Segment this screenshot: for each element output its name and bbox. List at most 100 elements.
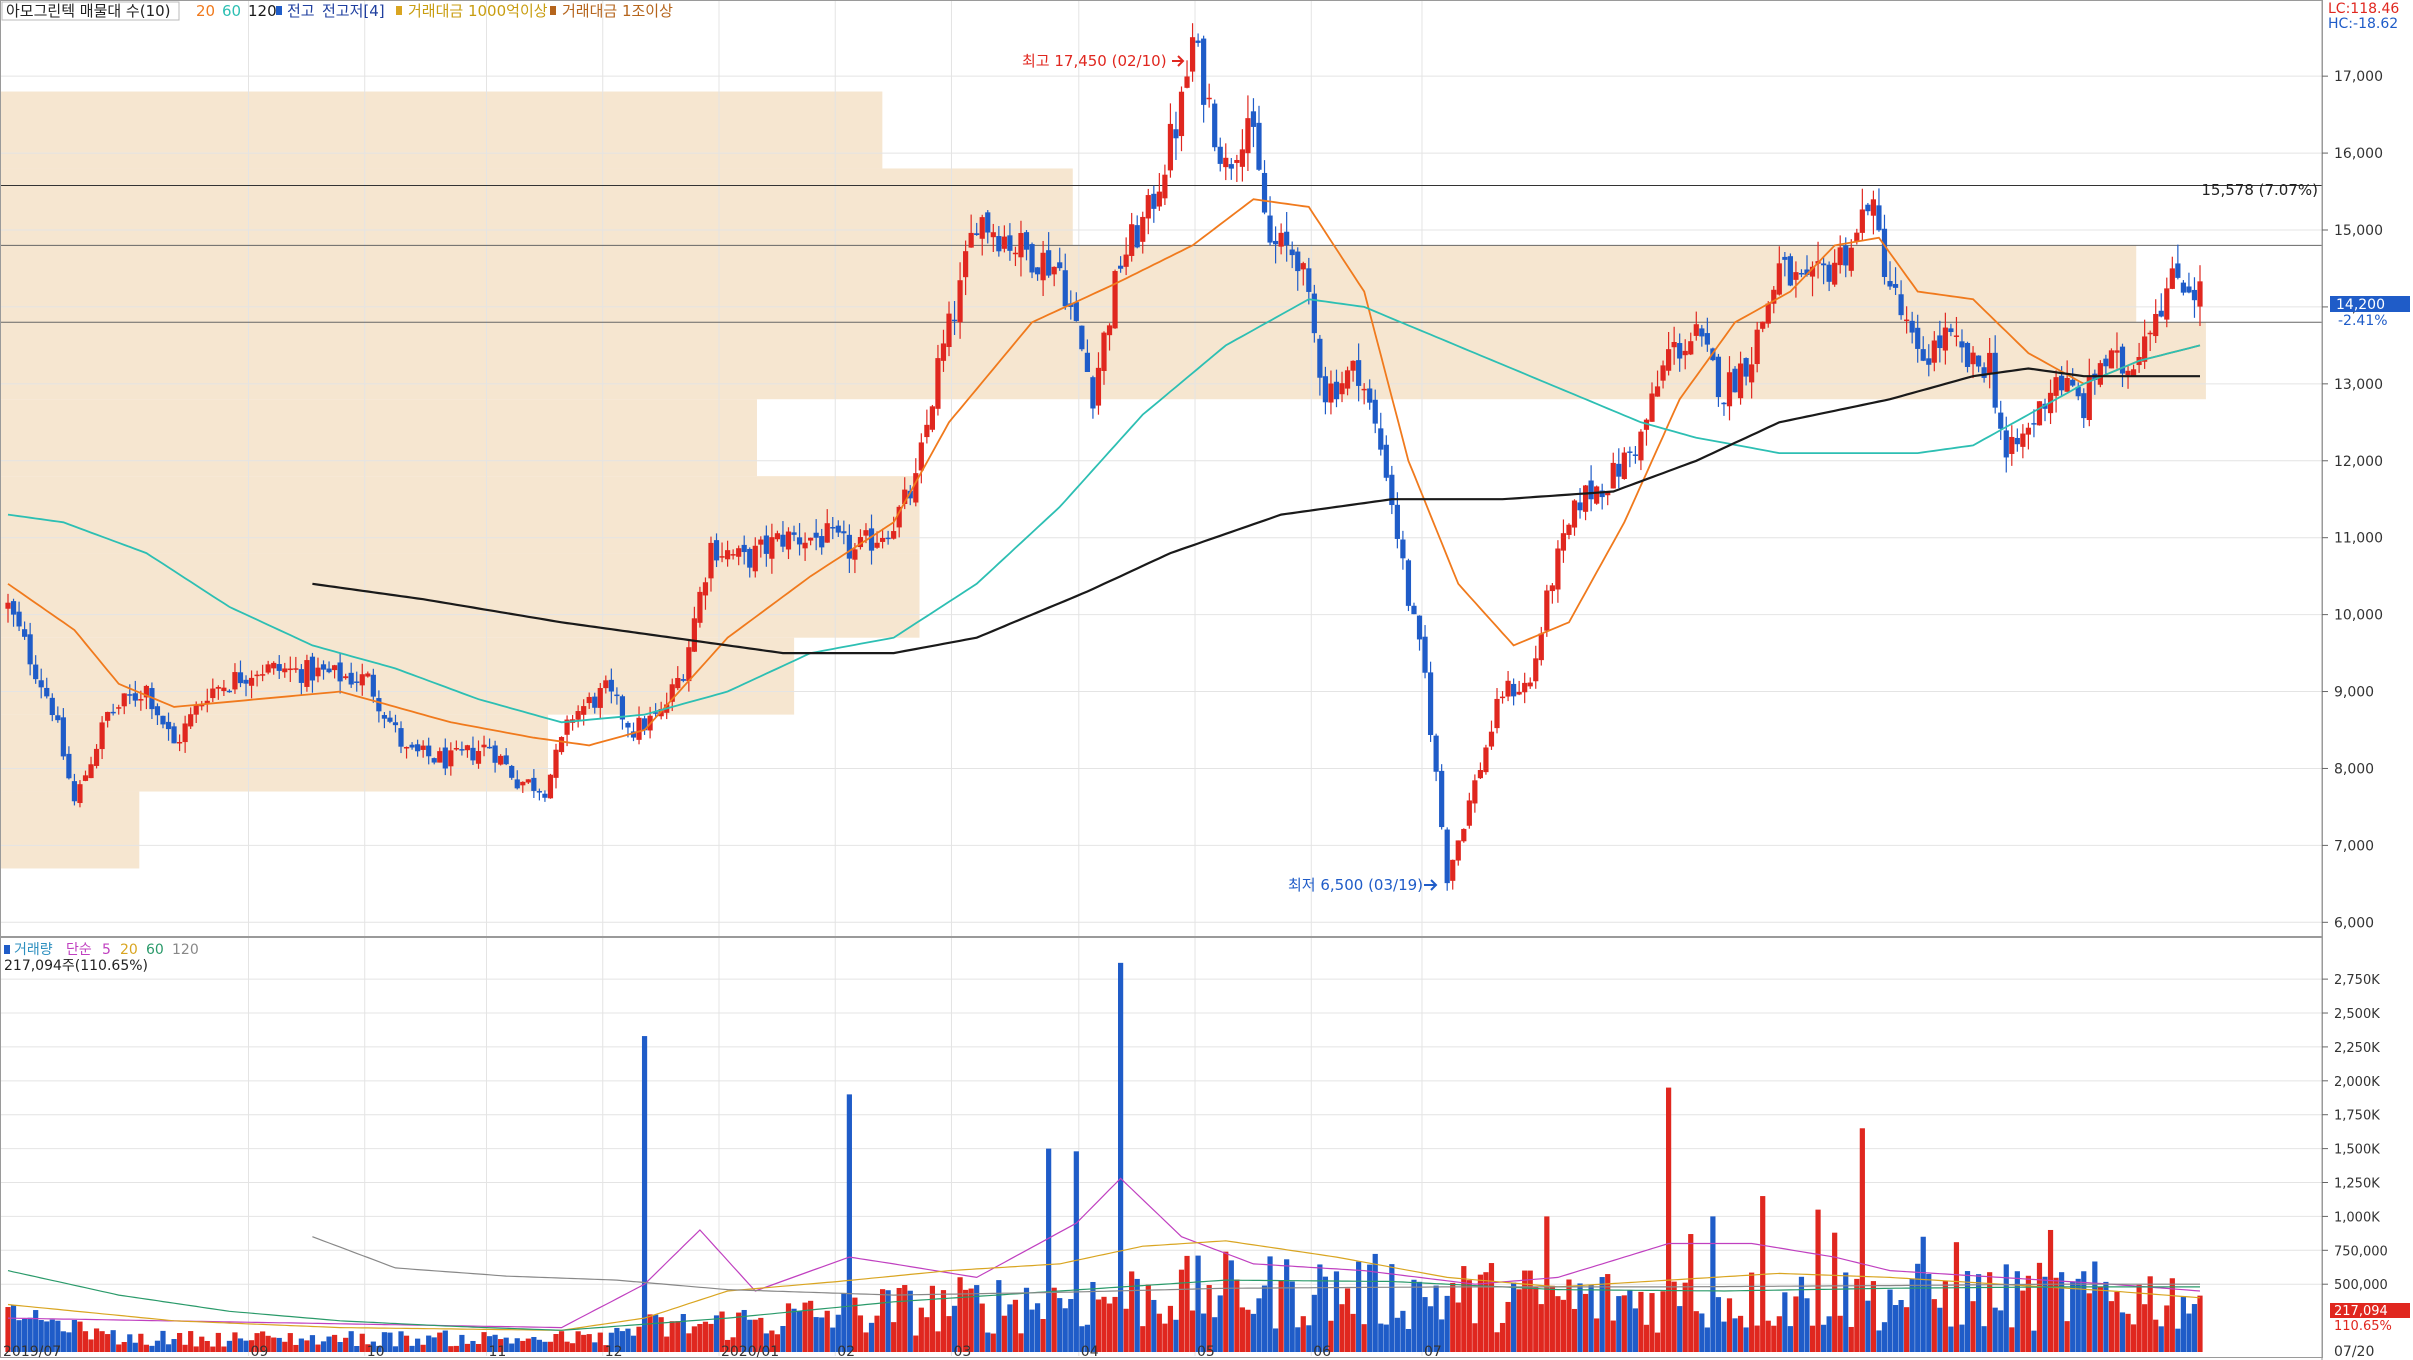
candle — [1361, 383, 1367, 405]
volume-bar — [1754, 1325, 1760, 1352]
candle — [71, 773, 78, 806]
moving-averages — [7, 198, 2201, 747]
candle — [1477, 762, 1484, 779]
volume-bar — [2042, 1276, 2048, 1352]
volume-bar — [819, 1317, 825, 1352]
volume-bar — [1881, 1322, 1888, 1352]
date-tick-label: 04 — [1081, 1344, 1099, 1360]
candle — [448, 742, 454, 776]
volume-bar — [1854, 1278, 1860, 1352]
volume-bar — [713, 1315, 720, 1352]
volume-bar — [963, 1289, 969, 1352]
price-tick-label: 12,000 — [2334, 454, 2383, 470]
volume-bar — [924, 1317, 930, 1352]
volume-bar — [852, 1297, 858, 1352]
volume-bar — [1549, 1285, 1555, 1352]
volume-bar — [215, 1332, 221, 1352]
volume-bar — [514, 1338, 520, 1352]
volume-legend: 거래량 단순 5 20 60 120 217,094주(110.65%) — [4, 942, 199, 974]
volume-bar — [33, 1310, 39, 1352]
candle — [1749, 347, 1755, 399]
candle — [1549, 582, 1555, 604]
candle — [2197, 265, 2203, 327]
candle — [514, 770, 520, 790]
candle — [370, 668, 376, 703]
candle — [769, 523, 775, 574]
volume-bar — [2158, 1326, 2164, 1352]
volume-bar — [1400, 1310, 1406, 1352]
volume-legend-ma5: 5 — [102, 942, 111, 958]
volume-bar — [2036, 1262, 2043, 1352]
candle — [713, 533, 720, 568]
ma-line-60 — [7, 298, 2201, 724]
candle — [2130, 364, 2137, 377]
volume-profile-band — [0, 245, 2137, 323]
price-tick-label: 6,000 — [2334, 915, 2374, 931]
candle — [1499, 691, 1506, 704]
volume-bar — [1826, 1316, 1832, 1352]
volume-bar — [1505, 1301, 1511, 1352]
candle — [1278, 223, 1284, 255]
legend-ma60: 60 — [222, 2, 241, 20]
volume-bar — [1145, 1284, 1151, 1352]
candle — [1455, 840, 1461, 866]
candle — [1987, 337, 1993, 389]
volume-bar — [2003, 1264, 2009, 1352]
date-axis: 2019/07 09 10 11 12 2020/01 02 03 04 05 06 07 07/20 — [3, 1344, 2374, 1360]
candle — [1516, 680, 1522, 696]
candle — [182, 715, 188, 753]
volume-bar — [2014, 1271, 2020, 1352]
volume-bar — [1106, 1303, 1113, 1352]
volume-bar — [1577, 1283, 1583, 1352]
candle — [669, 678, 675, 712]
candle — [486, 738, 493, 749]
volume-bar — [1201, 1313, 1207, 1352]
volume-bar — [1361, 1324, 1367, 1352]
candle — [1129, 212, 1135, 262]
volume-bar — [1439, 1319, 1445, 1352]
candles — [5, 23, 2203, 891]
corner-hc: HC:-18.62 — [2328, 16, 2398, 32]
volume-bar — [808, 1300, 814, 1352]
volume-bar — [2031, 1330, 2037, 1352]
candle — [702, 577, 709, 610]
candle — [1317, 334, 1323, 396]
volume-bar — [1383, 1324, 1389, 1352]
candle — [470, 736, 476, 765]
volume-bar — [66, 1332, 72, 1352]
volume-bar — [796, 1311, 803, 1352]
candle — [1306, 257, 1312, 305]
candle — [2108, 348, 2115, 369]
date-tick-label: 06 — [1313, 1344, 1331, 1360]
volume-bar — [1987, 1272, 1993, 1352]
volume-bar — [1040, 1318, 1046, 1352]
candle — [276, 655, 282, 679]
volume-bar — [470, 1340, 476, 1352]
price-tick-label: 17,000 — [2334, 69, 2383, 85]
horizontal-lines — [0, 185, 2322, 323]
candle — [730, 549, 736, 560]
volume-bar — [1666, 1087, 1672, 1352]
date-tick-label: 05 — [1197, 1344, 1215, 1360]
candle — [2158, 293, 2164, 318]
price-tick-label: 16,000 — [2334, 146, 2383, 162]
volume-bar — [348, 1331, 354, 1352]
candle — [1743, 357, 1749, 386]
candle — [592, 692, 598, 714]
candle — [520, 781, 526, 793]
candle — [758, 536, 764, 558]
candle — [1339, 371, 1345, 403]
volume-bar — [1328, 1320, 1334, 1352]
volume-bar — [1206, 1285, 1212, 1352]
candle — [1566, 523, 1572, 540]
candle — [1616, 448, 1622, 489]
candle — [1544, 584, 1550, 637]
candle — [2164, 277, 2170, 328]
candle — [1726, 356, 1733, 421]
candle — [2075, 382, 2081, 401]
volume-bar — [1228, 1260, 1234, 1352]
volume-bar — [426, 1335, 432, 1352]
candle — [1322, 366, 1329, 415]
candle — [996, 226, 1002, 257]
candle — [265, 660, 271, 675]
